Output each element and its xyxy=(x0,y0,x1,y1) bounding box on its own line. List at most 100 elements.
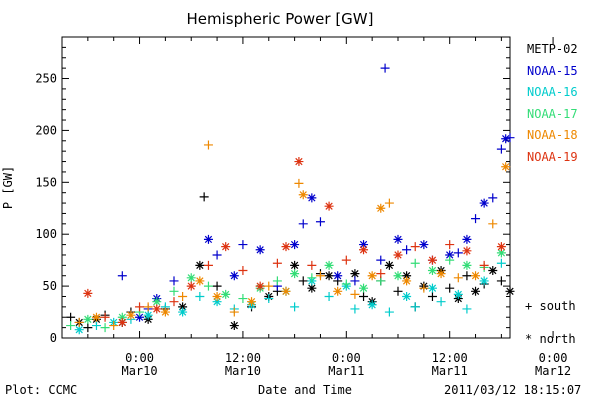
south-data-point xyxy=(462,271,472,281)
x-tick-date-label: Mar12 xyxy=(535,364,571,378)
south-symbol: + xyxy=(525,299,533,313)
south-data-point xyxy=(100,323,110,333)
south-data-point xyxy=(376,269,386,279)
north-data-point xyxy=(221,242,231,252)
south-data-point xyxy=(66,312,76,322)
north-data-point xyxy=(471,286,481,296)
south-data-point xyxy=(178,291,188,301)
south-data-point xyxy=(453,273,463,283)
north-data-point xyxy=(307,283,317,293)
south-data-point xyxy=(496,276,506,286)
series-noaa-17 xyxy=(66,248,506,333)
north-data-point xyxy=(143,310,153,320)
north-data-point xyxy=(229,321,239,331)
south-data-point xyxy=(199,192,209,202)
south-data-point xyxy=(384,307,394,317)
north-data-point xyxy=(290,240,300,250)
north-data-point xyxy=(333,271,343,281)
south-data-point xyxy=(496,144,506,154)
north-data-point xyxy=(178,302,188,312)
north-data-point xyxy=(126,310,136,320)
north-data-point xyxy=(359,283,369,293)
chart-title: Hemispheric Power [GW] xyxy=(186,10,374,28)
north-data-point xyxy=(402,271,412,281)
south-data-point xyxy=(393,286,403,296)
south-data-point xyxy=(505,133,515,143)
south-data-point xyxy=(380,63,390,73)
north-data-point xyxy=(294,157,304,167)
north-data-point xyxy=(496,248,506,258)
south-data-point xyxy=(359,291,369,301)
x-tick-date-label: Mar11 xyxy=(328,364,364,378)
series-noaa-15 xyxy=(117,63,515,322)
south-data-point xyxy=(100,312,110,322)
north-data-point xyxy=(160,307,170,317)
south-data-point xyxy=(479,260,489,270)
north-data-point xyxy=(471,271,481,281)
north-data-point xyxy=(505,286,515,296)
south-data-point xyxy=(212,281,222,291)
north-data-point xyxy=(402,276,412,286)
south-data-point xyxy=(315,271,325,281)
series-metp-02 xyxy=(66,192,515,333)
north-data-point xyxy=(324,201,334,211)
north-data-point xyxy=(496,242,506,252)
north-data-point xyxy=(376,203,386,213)
south-data-point xyxy=(402,245,412,255)
north-data-point xyxy=(393,250,403,260)
south-data-point xyxy=(169,286,179,296)
south-data-point xyxy=(290,302,300,312)
north-data-point xyxy=(453,289,463,299)
north-label: north xyxy=(539,332,576,346)
north-data-point xyxy=(255,281,265,291)
north-data-point xyxy=(195,276,205,286)
legend-item-noaa-16: NOAA-16 xyxy=(527,85,578,99)
south-data-point xyxy=(294,178,304,188)
series-noaa-18 xyxy=(74,140,511,331)
south-data-point xyxy=(410,302,420,312)
north-data-point xyxy=(479,276,489,286)
south-data-point xyxy=(307,260,317,270)
x-tick-date-label: Mar10 xyxy=(121,364,157,378)
north-data-point xyxy=(393,271,403,281)
south-data-point xyxy=(264,281,274,291)
south-data-point xyxy=(298,276,308,286)
plot-credit: Plot: CCMC xyxy=(5,383,78,397)
south-data-point xyxy=(272,276,282,286)
south-data-point xyxy=(488,219,498,229)
south-data-point xyxy=(445,283,455,293)
x-axis-label: Date and Time xyxy=(258,383,352,397)
y-tick-label: 0 xyxy=(50,331,57,345)
south-data-point xyxy=(203,260,213,270)
y-tick-label: 200 xyxy=(35,123,57,137)
north-data-point xyxy=(479,198,489,208)
south-data-point xyxy=(462,304,472,314)
south-data-point xyxy=(238,266,248,276)
south-data-point xyxy=(315,217,325,227)
north-data-point xyxy=(290,260,300,270)
south-data-point xyxy=(298,219,308,229)
north-data-point xyxy=(247,297,257,307)
south-data-point xyxy=(341,279,351,289)
south-marker-legend: + south xyxy=(525,299,576,313)
north-data-point xyxy=(117,312,127,322)
north-data-point xyxy=(462,246,472,256)
north-marker-legend: * north xyxy=(525,332,576,346)
north-data-point xyxy=(281,286,291,296)
south-data-point xyxy=(376,255,386,265)
north-data-point xyxy=(427,255,437,265)
south-data-point xyxy=(445,255,455,265)
north-data-point xyxy=(462,234,472,244)
south-data-point xyxy=(195,291,205,301)
north-data-point xyxy=(281,242,291,252)
south-data-point xyxy=(341,255,351,265)
south-data-point xyxy=(229,307,239,317)
north-data-point xyxy=(290,269,300,279)
north-data-point xyxy=(298,190,308,200)
plot-frame xyxy=(61,36,511,339)
south-data-point xyxy=(453,248,463,258)
north-data-point xyxy=(367,300,377,310)
north-data-point xyxy=(135,312,145,322)
north-data-point xyxy=(367,271,377,281)
